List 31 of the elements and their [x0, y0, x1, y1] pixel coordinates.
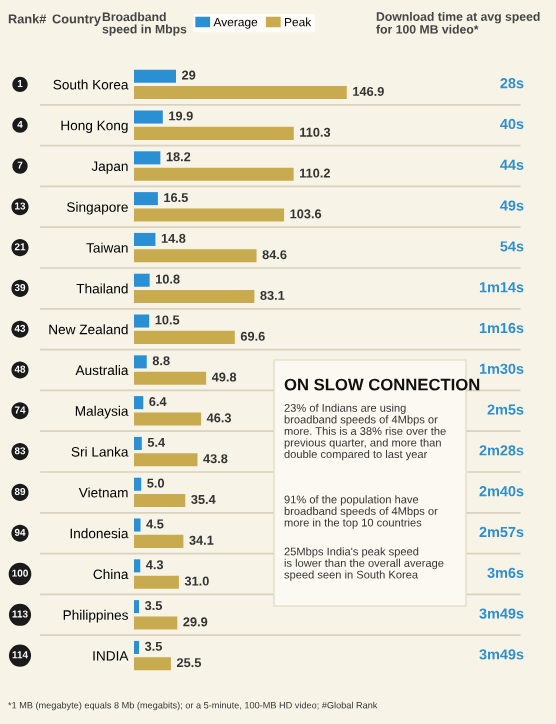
bar: [134, 600, 140, 614]
bar: [134, 436, 142, 450]
bar: [134, 126, 294, 140]
bar: [134, 355, 147, 369]
bar: [134, 616, 178, 630]
bar: [134, 167, 294, 181]
bar: [134, 69, 177, 83]
bar: [134, 396, 144, 410]
annotation: ON SLOW CONNECTION: [284, 378, 480, 391]
bar: [134, 534, 184, 548]
bar: [134, 314, 150, 328]
bar: [134, 518, 141, 532]
bar: [134, 575, 179, 589]
bar: [134, 151, 161, 165]
bar: [134, 86, 347, 100]
bar: [134, 232, 156, 246]
bar: [134, 273, 150, 287]
bar: [134, 657, 171, 671]
bar: [134, 494, 186, 508]
bar: [134, 249, 257, 263]
bar: [134, 371, 207, 385]
bar: [134, 330, 235, 344]
bar: [134, 412, 202, 426]
bar: [134, 110, 163, 124]
bar: [134, 559, 141, 573]
bar: [134, 192, 158, 206]
bar: [134, 640, 140, 654]
bar: [134, 477, 142, 491]
bar: [134, 290, 255, 304]
bar: [134, 453, 198, 467]
bar: [134, 208, 285, 222]
